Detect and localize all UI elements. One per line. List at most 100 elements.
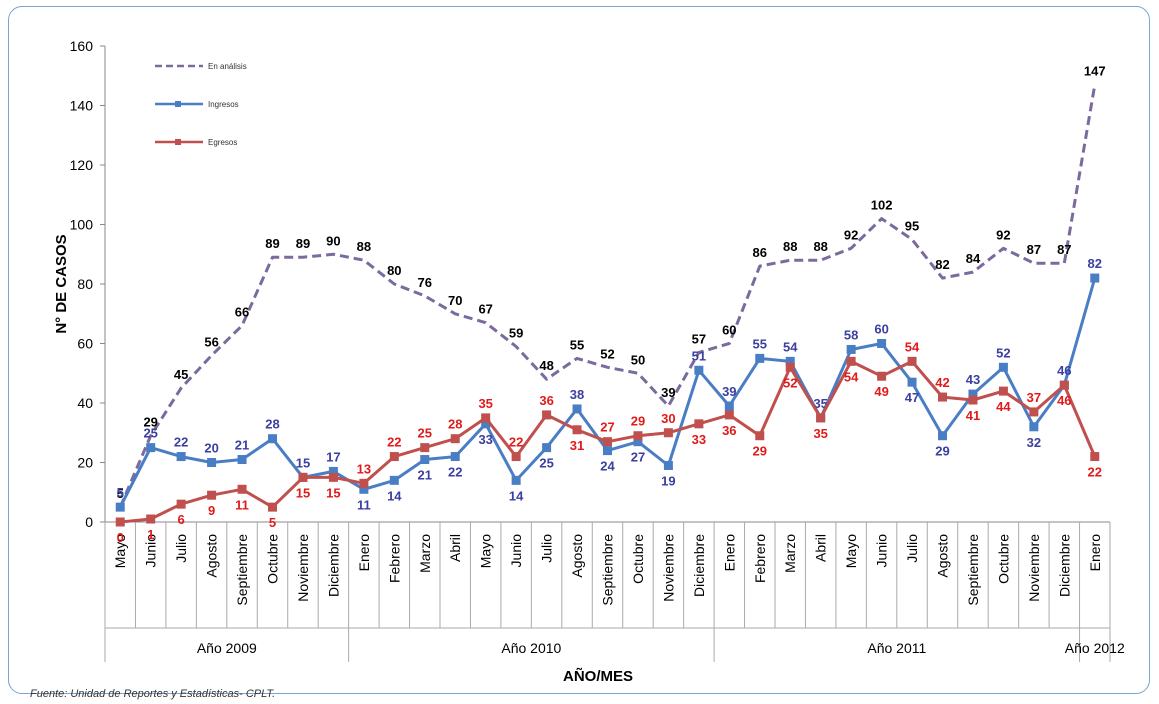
data-label: 43 xyxy=(966,372,980,387)
data-label: 13 xyxy=(357,461,371,476)
x-tick-label: Junio xyxy=(143,534,159,568)
data-point xyxy=(907,377,917,387)
data-label: 29 xyxy=(753,444,767,459)
x-tick-label: Febrero xyxy=(386,534,402,583)
x-tick-label: Noviembre xyxy=(660,534,676,602)
year-group-label: Año 2011 xyxy=(867,640,926,656)
data-point xyxy=(359,484,369,494)
y-tick-label: 120 xyxy=(70,157,94,173)
data-point xyxy=(694,365,704,375)
x-tick-label: Abril xyxy=(447,534,463,562)
data-point xyxy=(481,413,491,423)
data-label: 147 xyxy=(1084,64,1106,79)
data-point xyxy=(298,472,308,482)
data-point xyxy=(1090,452,1100,462)
data-label: 58 xyxy=(844,327,858,342)
data-label: 30 xyxy=(661,411,675,426)
x-tick-label: Mayo xyxy=(843,534,859,568)
data-point xyxy=(633,437,643,447)
x-tick-label: Junio xyxy=(874,534,890,568)
data-label: 88 xyxy=(783,239,797,254)
data-label: 47 xyxy=(905,390,919,405)
x-tick-label: Enero xyxy=(721,534,737,572)
y-tick-label: 100 xyxy=(70,217,94,233)
x-tick-label: Julio xyxy=(904,534,920,563)
data-point xyxy=(328,472,338,482)
data-label: 52 xyxy=(600,346,614,361)
data-label: 22 xyxy=(387,435,401,450)
data-label: 15 xyxy=(296,455,310,470)
data-label: 22 xyxy=(509,435,523,450)
data-label: 67 xyxy=(478,302,492,317)
data-point xyxy=(237,484,247,494)
data-label: 52 xyxy=(783,375,797,390)
data-label: 88 xyxy=(813,239,827,254)
data-label: 76 xyxy=(418,275,432,290)
data-label: 15 xyxy=(326,485,340,500)
data-point xyxy=(268,502,277,512)
data-label: 56 xyxy=(204,334,218,349)
data-label: 80 xyxy=(387,263,401,278)
data-label: 92 xyxy=(844,227,858,242)
data-point xyxy=(420,455,430,465)
y-tick-label: 40 xyxy=(77,395,93,411)
data-point xyxy=(542,443,552,453)
data-label: 82 xyxy=(1088,256,1102,271)
data-point xyxy=(846,356,856,366)
data-label: 95 xyxy=(905,218,919,233)
data-label: 1 xyxy=(147,527,154,542)
year-group-label: Año 2010 xyxy=(501,640,561,656)
data-label: 35 xyxy=(813,396,827,411)
x-tick-label: Octubre xyxy=(995,534,1011,584)
data-label: 6 xyxy=(178,512,185,527)
data-label: 29 xyxy=(631,414,645,429)
data-point xyxy=(603,437,612,447)
data-point xyxy=(968,395,978,405)
legend-label: En análisis xyxy=(208,62,247,71)
data-point xyxy=(755,431,765,441)
data-point xyxy=(481,419,491,429)
data-point xyxy=(511,452,521,462)
data-point xyxy=(755,353,765,363)
data-label: 25 xyxy=(539,456,553,471)
x-tick-label: Diciembre xyxy=(1056,534,1072,597)
data-point xyxy=(785,362,795,372)
data-point xyxy=(724,401,734,411)
x-tick-label: Julio xyxy=(539,534,555,563)
data-label: 59 xyxy=(509,325,523,340)
data-point xyxy=(115,517,125,527)
data-label: 27 xyxy=(631,450,645,465)
y-tick-label: 60 xyxy=(77,336,93,352)
data-label: 86 xyxy=(753,245,767,260)
data-label: 21 xyxy=(235,438,249,453)
data-label: 5 xyxy=(269,515,276,530)
data-label: 87 xyxy=(1057,242,1071,257)
data-point xyxy=(420,443,430,453)
legend-label: Egresos xyxy=(208,138,237,147)
data-point xyxy=(450,434,460,444)
data-label: 14 xyxy=(509,488,524,503)
x-tick-label: Febrero xyxy=(752,534,768,583)
y-tick-label: 80 xyxy=(77,276,93,292)
data-point xyxy=(237,455,247,465)
x-tick-label: Diciembre xyxy=(691,534,707,597)
data-point xyxy=(115,502,125,512)
data-label: 51 xyxy=(692,348,706,363)
x-tick-label: Agosto xyxy=(569,534,585,578)
data-label: 35 xyxy=(813,426,827,441)
data-label: 45 xyxy=(174,367,188,382)
x-tick-label: Enero xyxy=(356,534,372,572)
data-point xyxy=(877,339,887,348)
legend-marker xyxy=(175,139,181,145)
x-tick-label: Septiembre xyxy=(234,534,250,606)
data-label: 60 xyxy=(722,323,736,338)
data-point xyxy=(1029,407,1039,417)
data-point xyxy=(724,410,734,420)
data-point xyxy=(176,499,186,509)
data-label: 14 xyxy=(387,488,402,503)
year-group-label: Año 2009 xyxy=(197,640,257,656)
data-label: 66 xyxy=(235,305,249,320)
data-label: 22 xyxy=(448,465,462,480)
data-point xyxy=(389,475,399,485)
